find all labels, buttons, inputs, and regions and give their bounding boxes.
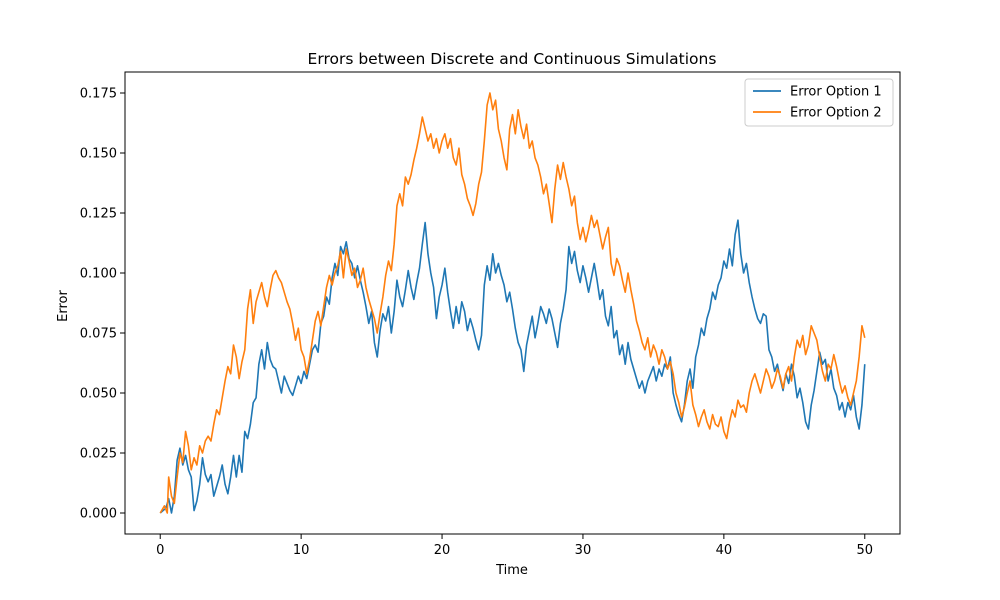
x-tick-label: 0 xyxy=(156,543,164,558)
y-tick-label: 0.150 xyxy=(80,147,117,162)
y-tick-label: 0.125 xyxy=(80,207,117,222)
y-tick-label: 0.075 xyxy=(80,327,117,342)
y-tick-label: 0.000 xyxy=(80,507,117,522)
x-tick-label: 50 xyxy=(856,543,873,558)
x-tick-label: 10 xyxy=(293,543,310,558)
y-tick-label: 0.100 xyxy=(80,267,117,282)
y-tick-label: 0.175 xyxy=(80,87,117,102)
x-tick-label: 30 xyxy=(575,543,592,558)
series-line-2 xyxy=(159,92,866,514)
plot-area: 0 10 20 30 40 50 0.000 0.025 0.050 0.075 0.100 0.12… xyxy=(80,71,901,558)
x-tick-label: 40 xyxy=(716,543,733,558)
y-tick-label: 0.050 xyxy=(80,387,117,402)
x-axis-label: Time xyxy=(495,563,528,578)
y-tick-label: 0.025 xyxy=(80,447,117,462)
series-line-1 xyxy=(159,219,866,514)
x-tick-label: 20 xyxy=(434,543,451,558)
legend-label-1: Error Option 1 xyxy=(790,85,882,100)
axes-frame xyxy=(124,71,901,535)
y-axis-label: Error xyxy=(56,290,71,322)
chart-title: Errors between Discrete and Continuous S… xyxy=(308,50,717,68)
legend-box xyxy=(744,78,894,127)
legend-label-2: Error Option 2 xyxy=(790,106,882,121)
